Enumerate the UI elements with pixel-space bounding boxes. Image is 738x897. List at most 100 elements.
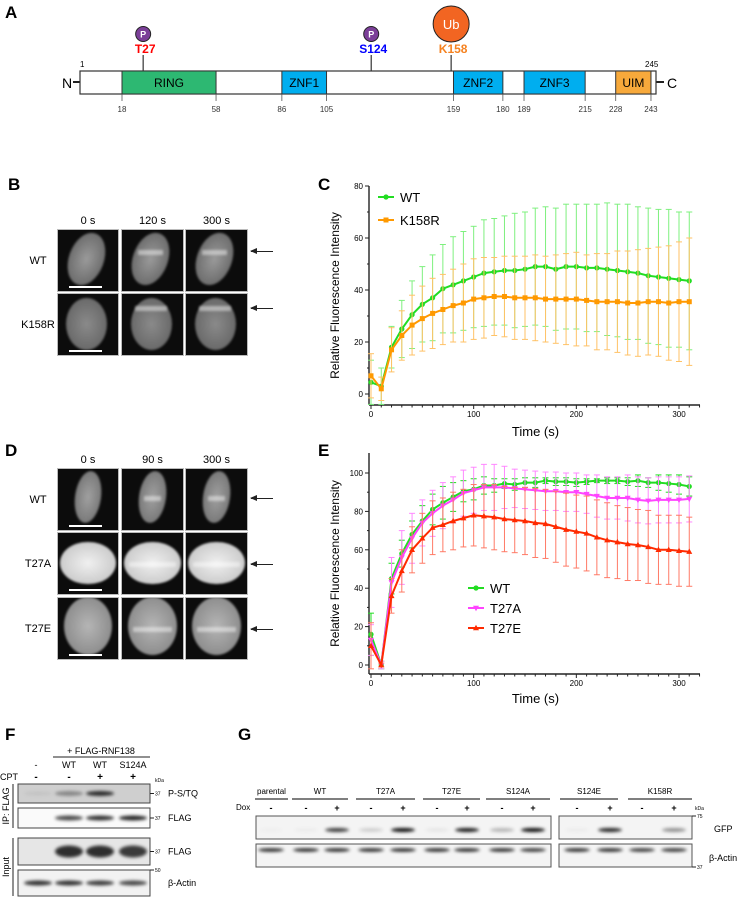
legend-label: K158R [400,213,440,228]
row-label: T27A [24,557,52,570]
ubiquitin-icon [432,5,470,43]
data-point [368,373,374,379]
time-header: 90 s [142,454,163,466]
group-label: T27A [376,787,396,796]
series-wt [368,202,693,405]
start-residue-label: 1 [80,60,85,69]
laser-stripe [132,627,172,633]
boundary-label: 159 [447,105,461,114]
data-point [593,534,600,540]
data-point [471,296,477,302]
x-tick-label: 0 [369,679,374,688]
scale-bar [68,286,102,288]
micrograph [57,293,119,356]
data-point [635,300,641,306]
protein-bar [79,70,657,95]
dox-sign: + [671,803,676,813]
marker-bottom-label: 37 [697,865,703,871]
micrograph [57,532,119,595]
x-tick-label: 100 [467,679,481,688]
micrograph [185,468,248,531]
data-point [460,300,466,306]
x-axis-title: Time (s) [512,691,559,706]
ip-label: IP: FLAG [1,787,11,824]
data-point [470,512,477,518]
y-axis-title: Relative Fluorescence Intensity [328,480,342,647]
band [86,791,114,796]
dox-sign: - [370,803,373,813]
boundary-label: 105 [320,105,334,114]
data-point [522,517,528,524]
cpt-sign: - [67,772,70,783]
data-point [399,333,405,338]
site-label-t27: T27 [135,42,156,56]
domain-znf1 [281,70,328,95]
kda-label: kDa [695,806,704,812]
data-point [573,528,580,534]
data-point [450,303,456,309]
laser-stripe [201,249,228,255]
time-header: 300 s [203,215,230,227]
series-line [370,295,690,391]
data-point [624,495,631,502]
data-point [614,495,621,502]
data-point [676,497,682,504]
group-label: WT [314,787,327,796]
input-label: Input [1,856,11,877]
laser-stripe [196,627,236,633]
band [24,880,52,886]
data-point [429,524,436,530]
band [629,848,655,852]
data-point [473,624,479,631]
data-point [368,642,374,648]
legend-label: T27E [490,621,521,636]
band [425,828,449,832]
data-point [378,386,384,392]
band [597,848,623,852]
panel-label-d: D [5,441,17,460]
arrow-icon [250,304,273,311]
scale-bar [68,350,102,352]
data-point [614,299,620,305]
data-point [491,294,497,299]
data-point [645,498,652,505]
boundary-label: 18 [118,105,127,114]
cpt-label: CPT [0,772,19,782]
domain-znf3 [523,70,586,95]
actin-blot-membrane [558,843,693,868]
laser-stripe [137,249,164,255]
dox-sign: + [607,803,612,813]
nucleus [71,469,105,526]
legend-item-k158r: K158R [378,213,440,228]
data-point [409,546,416,552]
series-line [370,479,690,666]
n-terminus-label: N [62,75,72,91]
domain-label: ZNF3 [540,76,570,90]
band [119,845,147,858]
data-point [655,497,662,504]
band [490,828,514,832]
phosphorylation-icon [363,26,380,42]
legend-item-t27e: T27E [468,621,521,636]
micrograph [57,229,119,292]
series-line [370,486,690,669]
y-tick-label: 40 [354,286,363,295]
panel-label-c: C [318,175,330,194]
band [455,828,479,832]
group-label: parental [257,787,286,796]
data-point [604,537,611,543]
y-tick-label: 80 [354,182,363,191]
nucleus [130,297,172,351]
data-point [522,295,528,301]
arrow-icon [250,561,273,568]
dox-sign: + [530,803,535,813]
dox-sign: + [464,803,469,813]
band [294,828,318,832]
boundary-label: 58 [212,105,221,114]
marker-label: 37 [155,792,161,798]
panel-label-a: A [5,3,17,22]
data-point [563,526,570,532]
band [391,828,415,832]
band [24,791,52,796]
y-tick-label: 40 [354,584,363,593]
